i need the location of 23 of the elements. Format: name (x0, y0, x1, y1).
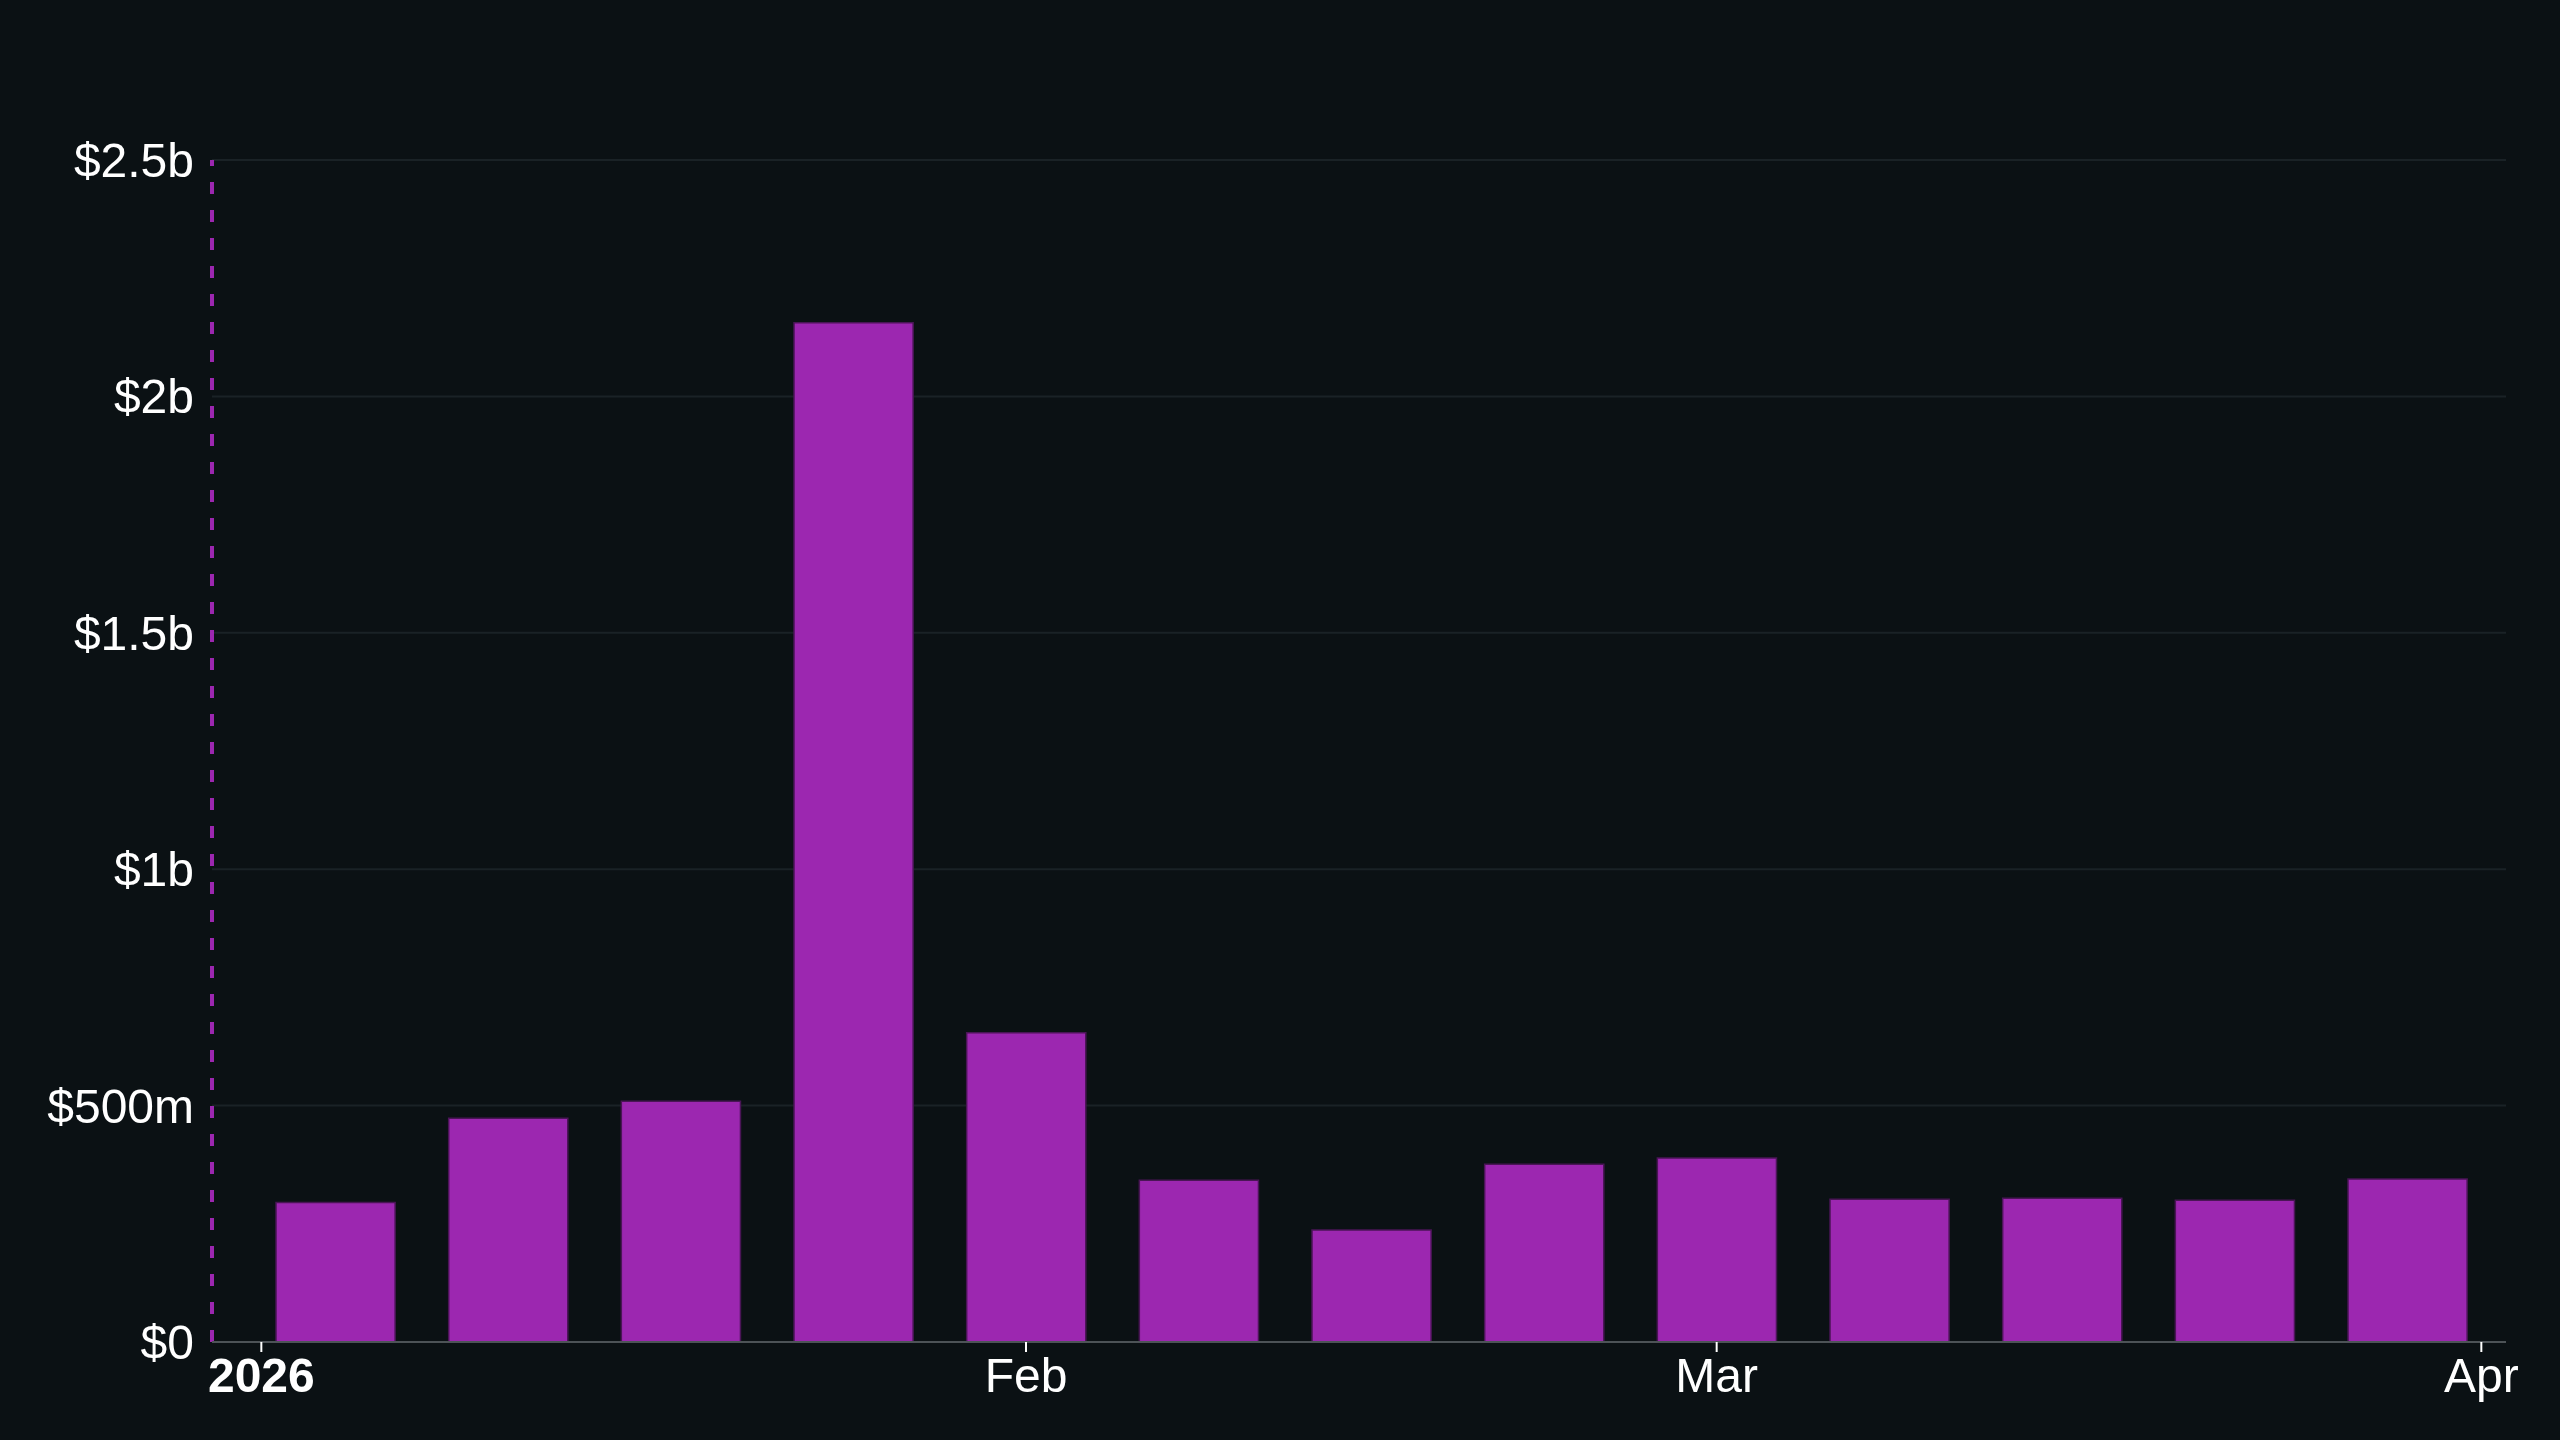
y-tick-label: $1.5b (73, 606, 194, 660)
bar (1311, 1229, 1432, 1342)
bar (1656, 1157, 1778, 1342)
x-tick-label: Mar (1675, 1349, 1759, 1403)
bar (1829, 1198, 1950, 1342)
y-tick-label: $2b (113, 370, 194, 424)
bar (620, 1100, 742, 1342)
bar (2347, 1178, 2468, 1342)
bar (447, 1117, 569, 1342)
bar (793, 321, 914, 1342)
bar (275, 1201, 396, 1342)
bar (1483, 1163, 1605, 1342)
bar (2174, 1199, 2296, 1342)
y-tick-label: $500m (47, 1079, 194, 1133)
x-tick-label: 2026 (207, 1349, 315, 1403)
y-tick-label: $1b (113, 843, 194, 897)
bar (1138, 1179, 1260, 1342)
x-tick-label: Apr (2443, 1349, 2519, 1403)
x-tick-label: Feb (984, 1349, 1068, 1403)
bar (965, 1032, 1087, 1342)
bar (2001, 1197, 2123, 1342)
y-tick-label: $2.5b (73, 134, 194, 188)
y-tick-label: $0 (140, 1316, 194, 1370)
